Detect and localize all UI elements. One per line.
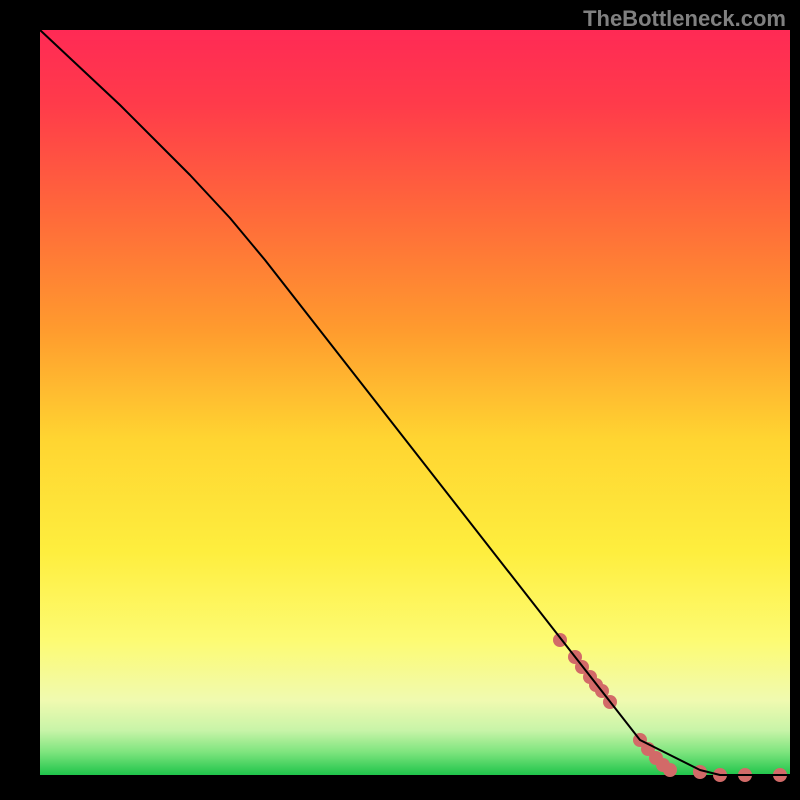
data-marker [663, 763, 677, 777]
bottleneck-chart [0, 0, 800, 800]
heat-gradient-area [40, 30, 790, 775]
watermark-text: TheBottleneck.com [583, 6, 786, 32]
